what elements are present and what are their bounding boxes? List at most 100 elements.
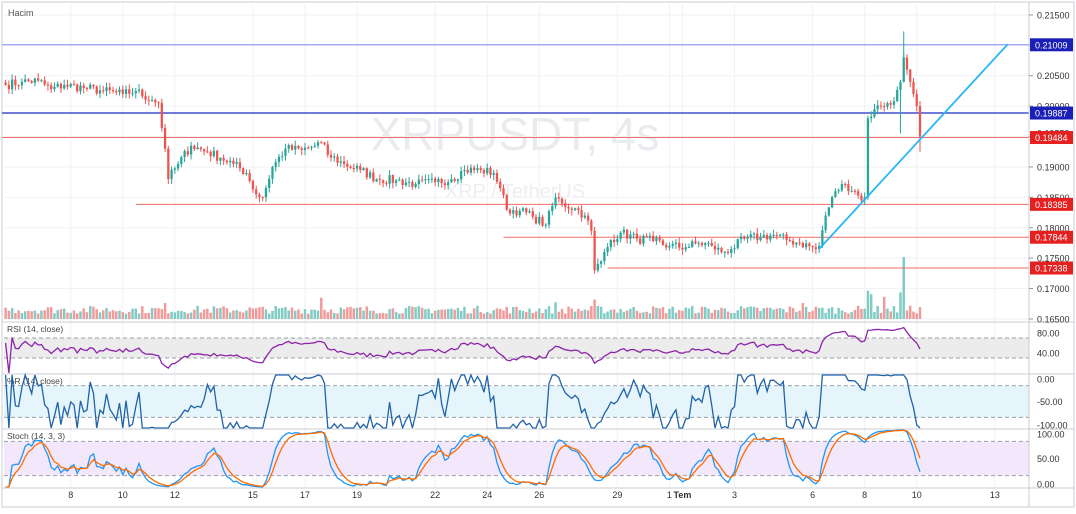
candle[interactable] <box>424 174 427 185</box>
candle[interactable] <box>43 76 46 87</box>
candle[interactable] <box>726 248 730 255</box>
candle[interactable] <box>401 178 404 190</box>
candle[interactable] <box>847 179 850 195</box>
candle[interactable] <box>443 179 447 190</box>
candle[interactable] <box>378 174 381 186</box>
candle[interactable] <box>593 226 596 274</box>
candle[interactable] <box>681 243 684 255</box>
candle[interactable] <box>391 174 394 189</box>
candle[interactable] <box>473 165 476 174</box>
candle[interactable] <box>287 143 290 153</box>
candle[interactable] <box>440 177 443 188</box>
candles[interactable] <box>4 31 922 274</box>
candle[interactable] <box>219 157 222 166</box>
candle[interactable] <box>710 238 713 247</box>
candle[interactable] <box>82 82 85 94</box>
candle[interactable] <box>186 146 189 157</box>
candle[interactable] <box>616 234 619 246</box>
candle[interactable] <box>365 167 368 180</box>
candle[interactable] <box>515 206 518 218</box>
candle[interactable] <box>876 100 879 115</box>
candle[interactable] <box>66 79 69 90</box>
trend-line[interactable] <box>818 43 1009 250</box>
candle[interactable] <box>723 251 726 258</box>
candle[interactable] <box>329 150 333 162</box>
candle[interactable] <box>180 155 183 168</box>
candle[interactable] <box>456 178 460 185</box>
candle[interactable] <box>434 176 437 187</box>
candle[interactable] <box>176 161 180 171</box>
candle[interactable] <box>108 82 111 94</box>
candle[interactable] <box>460 166 463 184</box>
candle[interactable] <box>811 245 814 253</box>
candle[interactable] <box>909 69 912 88</box>
candle[interactable] <box>642 234 645 247</box>
candle[interactable] <box>245 169 248 176</box>
candle[interactable] <box>215 149 219 165</box>
candle[interactable] <box>368 170 372 180</box>
candle[interactable] <box>625 229 629 244</box>
candle[interactable] <box>902 54 905 83</box>
candle[interactable] <box>489 165 492 179</box>
candle[interactable] <box>202 148 206 156</box>
candle[interactable] <box>430 173 434 183</box>
candle[interactable] <box>482 168 486 178</box>
candle[interactable] <box>590 219 593 236</box>
indicator-panes[interactable]: 80.00 40.00 RSI (14, close) 0.00 -50.00 -100.… <box>2 321 1074 490</box>
candle[interactable] <box>655 235 658 245</box>
candle[interactable] <box>251 179 255 193</box>
candle[interactable] <box>255 185 258 199</box>
candle[interactable] <box>801 241 804 249</box>
candle[interactable] <box>420 175 424 183</box>
candle[interactable] <box>684 243 687 253</box>
candle[interactable] <box>512 206 515 219</box>
candle[interactable] <box>837 188 840 194</box>
candle[interactable] <box>173 166 176 174</box>
candle[interactable] <box>466 165 469 175</box>
candle[interactable] <box>313 142 316 148</box>
candle[interactable] <box>739 232 743 244</box>
candle[interactable] <box>121 85 124 98</box>
candle[interactable] <box>632 231 635 239</box>
candle[interactable] <box>450 174 453 183</box>
candle[interactable] <box>20 78 24 90</box>
candle[interactable] <box>775 231 778 240</box>
candle[interactable] <box>873 104 876 119</box>
candle[interactable] <box>577 206 580 215</box>
candle[interactable] <box>37 73 40 83</box>
candle[interactable] <box>326 140 329 158</box>
candle[interactable] <box>518 208 521 218</box>
candle[interactable] <box>411 179 414 190</box>
candle[interactable] <box>85 86 89 92</box>
candle[interactable] <box>437 176 440 187</box>
candle[interactable] <box>788 236 791 243</box>
candle[interactable] <box>538 212 541 226</box>
candle[interactable] <box>704 241 707 250</box>
candle[interactable] <box>414 181 417 189</box>
candle[interactable] <box>762 230 765 239</box>
candle[interactable] <box>238 157 242 172</box>
candle[interactable] <box>492 169 495 181</box>
candle[interactable] <box>658 235 661 243</box>
candle[interactable] <box>687 243 691 249</box>
candle[interactable] <box>694 236 697 245</box>
candle[interactable] <box>320 140 323 144</box>
candle[interactable] <box>733 244 736 254</box>
candle[interactable] <box>307 145 310 150</box>
candle[interactable] <box>749 230 752 241</box>
candle[interactable] <box>4 79 7 86</box>
candle[interactable] <box>544 223 547 229</box>
candle[interactable] <box>827 206 831 217</box>
candle[interactable] <box>889 100 892 110</box>
candle[interactable] <box>303 142 307 156</box>
candle[interactable] <box>668 242 671 251</box>
candle[interactable] <box>290 143 294 151</box>
candle[interactable] <box>375 178 378 183</box>
candle[interactable] <box>69 82 72 89</box>
candle[interactable] <box>381 179 385 188</box>
candle[interactable] <box>183 149 186 163</box>
candle[interactable] <box>98 85 102 98</box>
candle[interactable] <box>79 81 82 95</box>
candle[interactable] <box>242 167 245 175</box>
candle[interactable] <box>772 229 775 239</box>
